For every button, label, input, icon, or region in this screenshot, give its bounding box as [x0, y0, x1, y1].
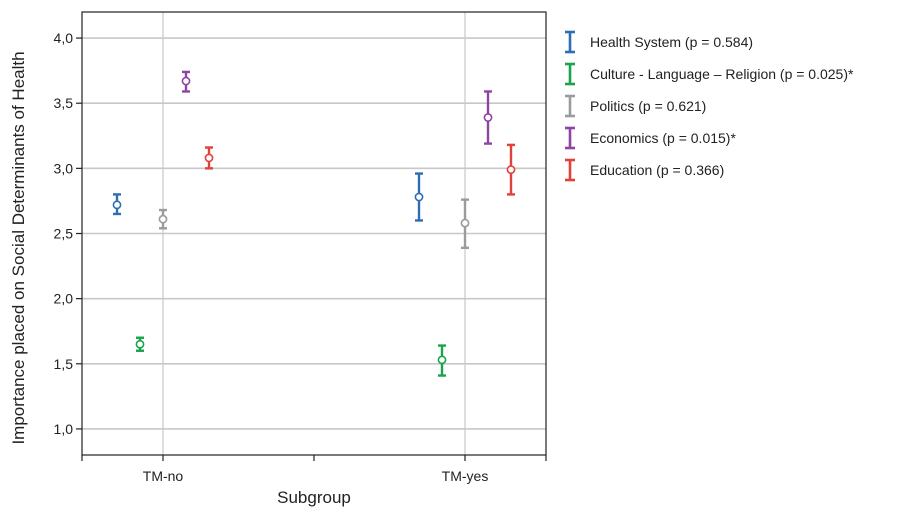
- x-axis-title: Subgroup: [277, 488, 351, 507]
- legend-label: Economics (p = 0.015)*: [590, 130, 736, 146]
- y-axis-title: Importance placed on Social Determinants…: [9, 51, 28, 444]
- legend-entry: Education (p = 0.366): [565, 158, 724, 182]
- mean-marker: [483, 113, 493, 122]
- axis-layer: 1,0 1,5 2,0 2,5 3,0 3,5 4,0 TM-no TM-yes: [54, 11, 547, 484]
- y-tick-label: 1,5: [54, 356, 74, 372]
- mean-marker: [112, 200, 122, 210]
- legend-entry: Economics (p = 0.015)*: [565, 126, 736, 150]
- mean-marker: [437, 355, 447, 365]
- mean-marker: [181, 76, 191, 86]
- error-bar: [460, 198, 470, 250]
- legend-entry: Health System (p = 0.584): [565, 30, 753, 54]
- legend-label: Culture - Language – Religion (p = 0.025…: [590, 66, 854, 82]
- error-bar: [158, 208, 168, 230]
- y-tick-label: 2,5: [54, 226, 74, 242]
- y-tick-label: 1,0: [54, 421, 74, 437]
- mean-marker: [460, 218, 470, 228]
- mean-marker: [158, 214, 168, 224]
- error-bar: [414, 172, 424, 222]
- error-bar: [112, 193, 122, 216]
- mean-marker: [414, 192, 424, 202]
- x-tick-label: TM-no: [143, 468, 184, 484]
- grid-layer: [82, 12, 546, 455]
- error-bar: [135, 336, 145, 352]
- y-tick-label: 2,0: [54, 291, 74, 307]
- y-tick-label: 3,5: [54, 95, 74, 111]
- error-bar: [483, 90, 493, 145]
- legend-label: Politics (p = 0.621): [590, 98, 706, 114]
- y-tick-label: 4,0: [54, 30, 74, 46]
- error-bar: [437, 344, 447, 377]
- legend-entry: Politics (p = 0.621): [565, 94, 706, 118]
- error-bar: [506, 143, 516, 196]
- mean-marker: [506, 165, 516, 175]
- marks-layer: [112, 70, 516, 377]
- legend-label: Education (p = 0.366): [590, 162, 724, 178]
- error-bar: [204, 146, 214, 170]
- legend-entry: Culture - Language – Religion (p = 0.025…: [565, 62, 854, 86]
- mean-marker: [204, 153, 214, 163]
- y-tick-label: 3,0: [54, 160, 74, 176]
- error-bar: [181, 70, 191, 93]
- mean-marker: [135, 339, 145, 349]
- legend-label: Health System (p = 0.584): [590, 34, 753, 50]
- legend: Health System (p = 0.584) Culture - Langu…: [565, 30, 854, 182]
- x-tick-label: TM-yes: [442, 468, 489, 484]
